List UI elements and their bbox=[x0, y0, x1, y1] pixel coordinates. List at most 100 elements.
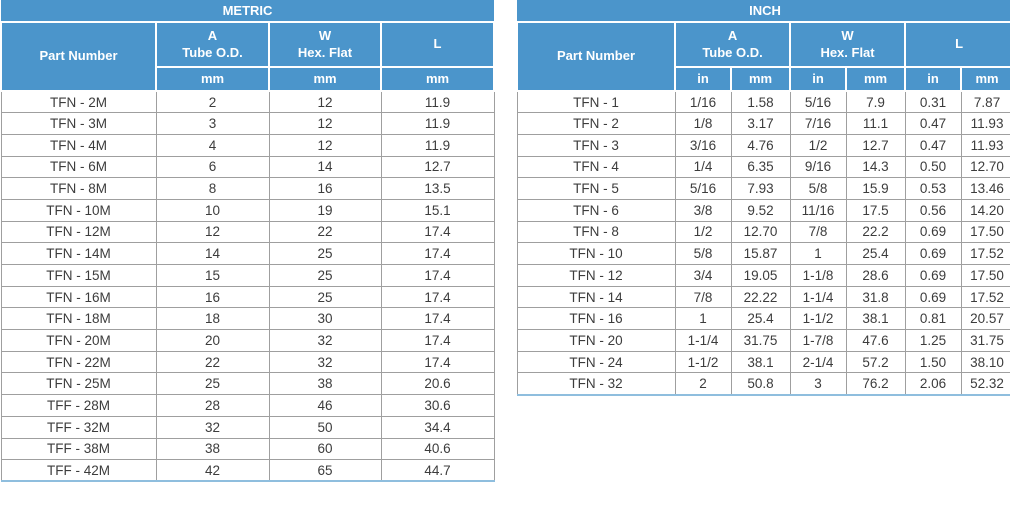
table-cell: TFN - 14M bbox=[0, 242, 157, 265]
table-cell: TFN - 2M bbox=[0, 90, 157, 114]
table-row: TFN - 10 5/8 15.87 1 25.4 0.69 17.52 bbox=[516, 242, 1010, 265]
metric-table-body: TFN - 2M 2 12 11.9 TFN - 3M 3 12 11.9 TFN - 4M 4 1… bbox=[0, 90, 495, 483]
table-cell: 15.1 bbox=[380, 198, 495, 222]
table-row: TFN - 4 1/4 6.35 9/16 14.3 0.50 12.70 bbox=[516, 155, 1010, 179]
table-cell: 14.3 bbox=[845, 155, 906, 179]
table-cell: 40.6 bbox=[380, 437, 495, 461]
table-cell: 12.7 bbox=[380, 155, 495, 179]
table-cell: 46 bbox=[268, 394, 382, 417]
table-cell: 2-1/4 bbox=[789, 350, 847, 374]
table-cell: 14 bbox=[268, 155, 382, 179]
table-row: TFN - 14M 14 25 17.4 bbox=[0, 242, 495, 265]
table-cell: TFN - 2 bbox=[516, 112, 676, 135]
table-cell: 3/4 bbox=[674, 264, 732, 287]
table-cell: 17.50 bbox=[960, 220, 1010, 244]
table-cell: 11.9 bbox=[380, 90, 495, 114]
table-cell: 47.6 bbox=[845, 329, 906, 352]
table-cell: TFF - 42M bbox=[0, 459, 157, 483]
table-row: TFF - 42M 42 65 44.7 bbox=[0, 459, 495, 483]
table-row: TFN - 8 1/2 12.70 7/8 22.2 0.69 17.50 bbox=[516, 220, 1010, 244]
table-cell: TFN - 20 bbox=[516, 329, 676, 352]
table-cell: 28 bbox=[155, 394, 270, 417]
inch-header-row: Part Number A Tube O.D. W Hex. Flat L bbox=[516, 21, 1010, 92]
table-cell: 19.05 bbox=[730, 264, 791, 287]
table-cell: 44.7 bbox=[380, 459, 495, 483]
table-cell: 1.58 bbox=[730, 90, 791, 114]
table-row: TFN - 24 1-1/2 38.1 2-1/4 57.2 1.50 38.10 bbox=[516, 350, 1010, 374]
table-cell: 0.56 bbox=[904, 198, 962, 222]
table-row: TFN - 16 1 25.4 1-1/2 38.1 0.81 20.57 bbox=[516, 307, 1010, 331]
table-cell: 4 bbox=[155, 133, 270, 157]
table-cell: 14 bbox=[155, 242, 270, 265]
table-cell: 10 bbox=[155, 198, 270, 222]
table-cell: TFN - 24 bbox=[516, 350, 676, 374]
table-row: TFN - 18M 18 30 17.4 bbox=[0, 307, 495, 331]
table-cell: 17.5 bbox=[845, 198, 906, 222]
table-row: TFN - 10M 10 19 15.1 bbox=[0, 198, 495, 222]
table-row: TFF - 38M 38 60 40.6 bbox=[0, 437, 495, 461]
table-cell: 3 bbox=[155, 112, 270, 135]
table-cell: 0.69 bbox=[904, 242, 962, 265]
table-cell: 3 bbox=[789, 372, 847, 396]
table-cell: 32 bbox=[155, 415, 270, 439]
table-row: TFN - 25M 25 38 20.6 bbox=[0, 372, 495, 396]
table-cell: TFN - 12M bbox=[0, 220, 157, 244]
column-header-tube-od-symbol: A bbox=[207, 27, 218, 43]
table-cell: 2.06 bbox=[904, 372, 962, 396]
table-cell: 50 bbox=[268, 415, 382, 439]
table-cell: 0.53 bbox=[904, 177, 962, 200]
table-cell: TFN - 12 bbox=[516, 264, 676, 287]
column-header-tube-od: A Tube O.D. bbox=[155, 21, 270, 68]
table-cell: 7.87 bbox=[960, 90, 1010, 114]
table-cell: 0.69 bbox=[904, 285, 962, 309]
table-cell: 6.35 bbox=[730, 155, 791, 179]
table-cell: 15.87 bbox=[730, 242, 791, 265]
unit-header-in: in bbox=[674, 66, 733, 92]
metric-table-title: METRIC bbox=[1, 0, 495, 23]
table-cell: 17.50 bbox=[960, 264, 1010, 287]
table-cell: TFN - 8M bbox=[0, 177, 157, 200]
table-cell: 9.52 bbox=[730, 198, 791, 222]
table-cell: 17.4 bbox=[380, 285, 495, 309]
table-cell: 12 bbox=[268, 90, 382, 114]
table-cell: 7/8 bbox=[674, 285, 732, 309]
inch-table-body: TFN - 1 1/16 1.58 5/16 7.9 0.31 7.87 TFN - 2 1/8… bbox=[516, 90, 1010, 396]
table-cell: 0.81 bbox=[904, 307, 962, 331]
metric-table: METRIC Part Number A Tube O.D. W Hex. Fl… bbox=[0, 0, 496, 483]
table-cell: 28.6 bbox=[845, 264, 906, 287]
table-cell: 0.69 bbox=[904, 264, 962, 287]
table-row: TFN - 20M 20 32 17.4 bbox=[0, 329, 495, 352]
column-header-hex-flat-label: Hex. Flat bbox=[820, 44, 875, 60]
table-cell: 14.20 bbox=[960, 198, 1010, 222]
inch-table-title: INCH bbox=[517, 0, 1010, 23]
table-cell: 22 bbox=[268, 220, 382, 244]
table-cell: 15.9 bbox=[845, 177, 906, 200]
table-cell: 3.17 bbox=[730, 112, 791, 135]
table-cell: 22.2 bbox=[845, 220, 906, 244]
table-cell: 12.7 bbox=[845, 133, 906, 157]
column-header-hex-flat-symbol: W bbox=[318, 27, 332, 43]
spec-tables-container: METRIC Part Number A Tube O.D. W Hex. Fl… bbox=[0, 0, 1010, 483]
table-cell: 12 bbox=[268, 112, 382, 135]
table-cell: 17.4 bbox=[380, 307, 495, 331]
unit-header-mm: mm bbox=[379, 66, 496, 92]
table-cell: TFN - 18M bbox=[0, 307, 157, 331]
table-cell: 1-1/4 bbox=[674, 329, 732, 352]
table-row: TFN - 20 1-1/4 31.75 1-7/8 47.6 1.25 31.75 bbox=[516, 329, 1010, 352]
table-cell: 12 bbox=[268, 133, 382, 157]
column-header-part-number: Part Number bbox=[516, 21, 677, 92]
table-cell: 1/4 bbox=[674, 155, 732, 179]
table-cell: TFN - 14 bbox=[516, 285, 676, 309]
table-cell: TFN - 20M bbox=[0, 329, 157, 352]
table-cell: 1/8 bbox=[674, 112, 732, 135]
table-cell: TFF - 28M bbox=[0, 394, 157, 417]
table-cell: 38 bbox=[268, 372, 382, 396]
table-cell: 4.76 bbox=[730, 133, 791, 157]
table-cell: 57.2 bbox=[845, 350, 906, 374]
table-row: TFN - 2M 2 12 11.9 bbox=[0, 90, 495, 114]
table-cell: 38.1 bbox=[845, 307, 906, 331]
table-row: TFN - 3M 3 12 11.9 bbox=[0, 112, 495, 135]
table-cell: 12.70 bbox=[960, 155, 1010, 179]
table-row: TFN - 32 2 50.8 3 76.2 2.06 52.32 bbox=[516, 372, 1010, 396]
column-header-tube-od-symbol: A bbox=[727, 27, 738, 43]
